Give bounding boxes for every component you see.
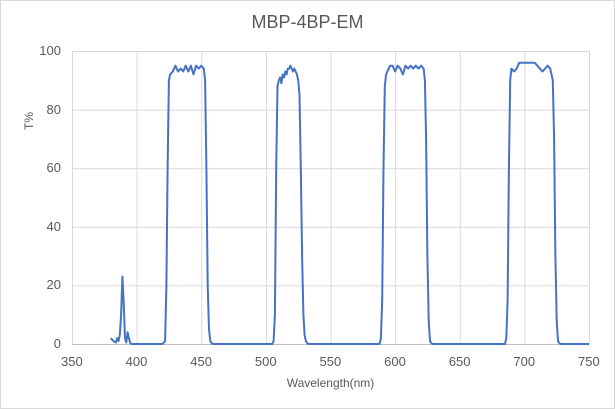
y-tick-label: 100	[39, 43, 61, 58]
x-tick-label: 550	[319, 354, 342, 369]
x-tick-label: 500	[254, 354, 277, 369]
y-tick-label: 0	[53, 336, 61, 351]
y-tick-label: 80	[46, 101, 61, 117]
x-tick-label: 650	[448, 354, 471, 369]
y-tick-label: 40	[46, 218, 61, 234]
chart-title: MBP-4BP-EM	[251, 12, 364, 32]
series-line	[110, 61, 589, 345]
x-tick-label: 600	[384, 354, 406, 369]
y-tick-label: 20	[46, 277, 61, 293]
x-tick-label: 400	[125, 354, 148, 369]
x-tick-label: 750	[578, 354, 600, 369]
x-tick-label: 700	[513, 354, 536, 369]
x-axis-label: Wavelength(nm)	[286, 376, 375, 390]
x-tick-label: 350	[61, 354, 83, 369]
x-tick-label: 450	[190, 354, 212, 369]
y-tick-label: 60	[46, 160, 61, 176]
